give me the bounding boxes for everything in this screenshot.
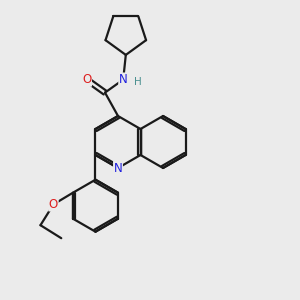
- Text: N: N: [114, 161, 122, 175]
- Text: N: N: [119, 73, 128, 86]
- Text: O: O: [82, 73, 92, 86]
- Text: O: O: [49, 198, 58, 211]
- Text: H: H: [134, 77, 141, 87]
